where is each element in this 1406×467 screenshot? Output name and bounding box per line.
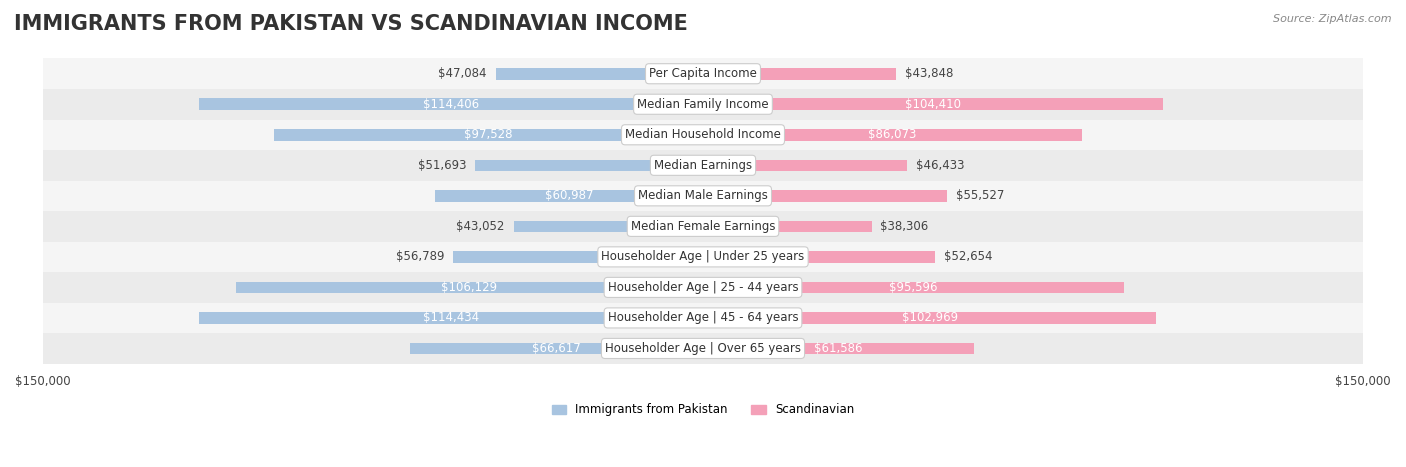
Text: Householder Age | Over 65 years: Householder Age | Over 65 years — [605, 342, 801, 355]
Bar — [42, 150, 1364, 181]
Bar — [274, 129, 703, 141]
Text: $55,527: $55,527 — [956, 189, 1004, 202]
Text: $51,693: $51,693 — [418, 159, 467, 172]
Bar — [703, 99, 1163, 110]
Bar — [453, 251, 703, 262]
Text: Median Family Income: Median Family Income — [637, 98, 769, 111]
Bar — [200, 99, 703, 110]
Legend: Immigrants from Pakistan, Scandinavian: Immigrants from Pakistan, Scandinavian — [547, 399, 859, 421]
Text: $43,052: $43,052 — [457, 220, 505, 233]
Text: $104,410: $104,410 — [905, 98, 960, 111]
Bar — [42, 333, 1364, 364]
Bar — [42, 58, 1364, 89]
Text: $47,084: $47,084 — [439, 67, 486, 80]
Bar — [703, 160, 907, 171]
Text: $95,596: $95,596 — [889, 281, 938, 294]
Text: Median Female Earnings: Median Female Earnings — [631, 220, 775, 233]
Bar — [475, 160, 703, 171]
Text: $114,434: $114,434 — [423, 311, 479, 325]
Bar — [513, 220, 703, 232]
Bar — [703, 190, 948, 202]
Text: Per Capita Income: Per Capita Income — [650, 67, 756, 80]
Text: $114,406: $114,406 — [423, 98, 479, 111]
Bar — [703, 312, 1156, 324]
Text: $97,528: $97,528 — [464, 128, 513, 142]
Bar — [703, 68, 896, 79]
Text: IMMIGRANTS FROM PAKISTAN VS SCANDINAVIAN INCOME: IMMIGRANTS FROM PAKISTAN VS SCANDINAVIAN… — [14, 14, 688, 34]
Bar — [42, 303, 1364, 333]
Bar — [42, 120, 1364, 150]
Text: $106,129: $106,129 — [441, 281, 498, 294]
Text: Median Household Income: Median Household Income — [626, 128, 780, 142]
Bar — [42, 241, 1364, 272]
Text: $56,789: $56,789 — [395, 250, 444, 263]
Text: Median Male Earnings: Median Male Earnings — [638, 189, 768, 202]
Text: Householder Age | Under 25 years: Householder Age | Under 25 years — [602, 250, 804, 263]
Text: $46,433: $46,433 — [917, 159, 965, 172]
Bar — [434, 190, 703, 202]
Bar — [200, 312, 703, 324]
Bar — [703, 220, 872, 232]
Bar — [42, 89, 1364, 120]
Text: Source: ZipAtlas.com: Source: ZipAtlas.com — [1274, 14, 1392, 24]
Bar — [496, 68, 703, 79]
Text: Median Earnings: Median Earnings — [654, 159, 752, 172]
Bar — [236, 282, 703, 293]
Text: Householder Age | 25 - 44 years: Householder Age | 25 - 44 years — [607, 281, 799, 294]
Text: $102,969: $102,969 — [901, 311, 957, 325]
Bar — [703, 129, 1081, 141]
Bar — [703, 251, 935, 262]
Bar — [703, 343, 974, 354]
Bar — [703, 282, 1123, 293]
Bar — [409, 343, 703, 354]
Text: $61,586: $61,586 — [814, 342, 863, 355]
Bar — [42, 272, 1364, 303]
Text: $38,306: $38,306 — [880, 220, 928, 233]
Text: $43,848: $43,848 — [905, 67, 953, 80]
Bar — [42, 181, 1364, 211]
Text: $52,654: $52,654 — [943, 250, 993, 263]
Text: $66,617: $66,617 — [531, 342, 581, 355]
Text: $60,987: $60,987 — [544, 189, 593, 202]
Text: $86,073: $86,073 — [869, 128, 917, 142]
Bar — [42, 211, 1364, 241]
Text: Householder Age | 45 - 64 years: Householder Age | 45 - 64 years — [607, 311, 799, 325]
